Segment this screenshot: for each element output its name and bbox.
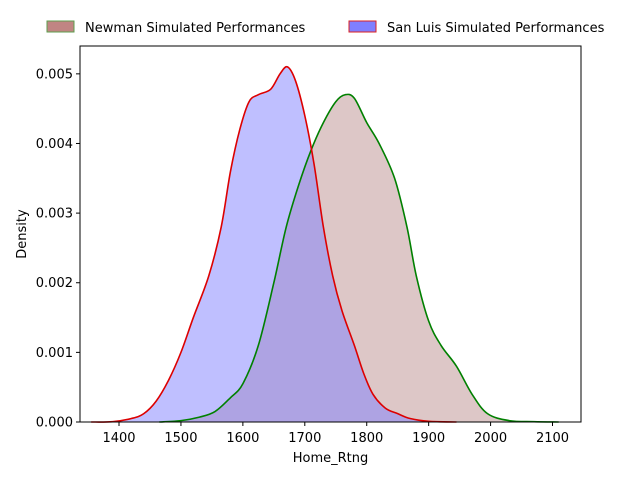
x-tick-label: 1400 bbox=[102, 431, 135, 446]
x-tick-label: 1600 bbox=[226, 431, 259, 446]
x-tick-label: 1800 bbox=[350, 431, 383, 446]
x-tick-label: 2000 bbox=[474, 431, 507, 446]
y-tick-label: 0.002 bbox=[36, 276, 73, 291]
legend-patch-sanluis bbox=[348, 20, 377, 33]
x-axis: 1400 1500 1600 1700 1800 1900 2000 2100 bbox=[102, 422, 569, 446]
density-area-newman bbox=[159, 94, 559, 422]
y-tick-label: 0.001 bbox=[36, 346, 73, 361]
x-tick-label: 1500 bbox=[164, 431, 197, 446]
y-axis: 0.000 0.001 0.002 0.003 0.004 0.005 bbox=[36, 67, 80, 431]
x-tick-label: 2100 bbox=[536, 431, 569, 446]
legend-label-sanluis: San Luis Simulated Performances bbox=[387, 21, 605, 36]
legend-patch-newman bbox=[46, 20, 75, 33]
legend: Newman Simulated Performances San Luis S… bbox=[46, 20, 605, 36]
x-tick-label: 1900 bbox=[412, 431, 445, 446]
plot-lines bbox=[91, 65, 559, 423]
y-tick-label: 0.005 bbox=[36, 67, 73, 82]
legend-label-newman: Newman Simulated Performances bbox=[85, 21, 306, 36]
density-line-sanluis bbox=[91, 65, 457, 423]
y-tick-label: 0.004 bbox=[36, 137, 73, 152]
density-area-sanluis bbox=[91, 66, 457, 423]
density-line-newman bbox=[159, 93, 559, 423]
y-axis-label: Density bbox=[15, 209, 30, 259]
y-tick-label: 0.003 bbox=[36, 207, 73, 222]
plot-areas bbox=[91, 66, 559, 423]
x-tick-label: 1700 bbox=[288, 431, 321, 446]
y-tick-label: 0.000 bbox=[36, 416, 73, 431]
plot-frame bbox=[79, 45, 582, 423]
x-axis-label: Home_Rtng bbox=[293, 451, 369, 466]
